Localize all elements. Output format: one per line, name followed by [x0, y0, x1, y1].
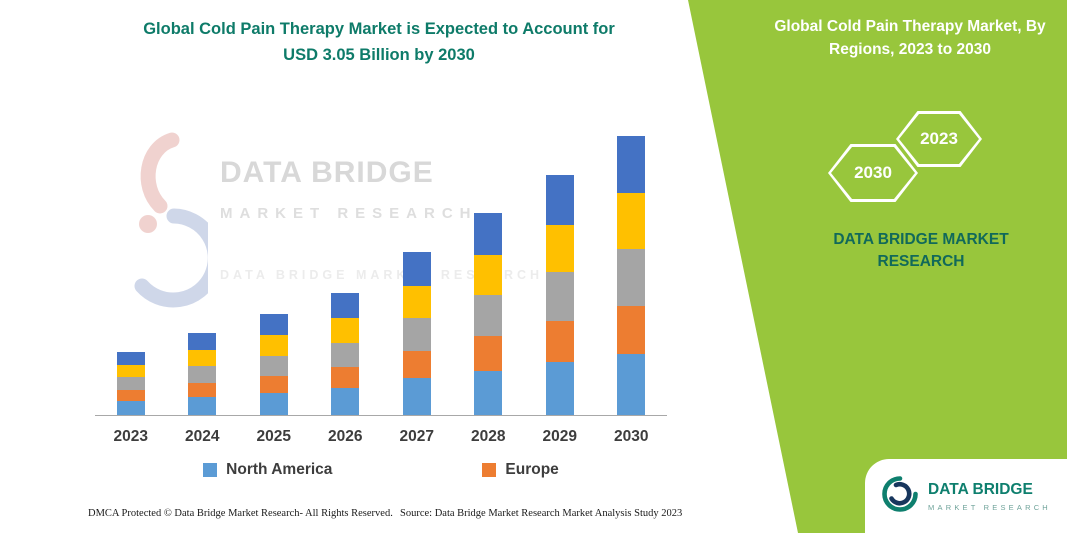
bar-segment-series_3 — [402, 317, 431, 351]
bar-segment-series_4 — [259, 335, 288, 356]
stacked-bar-2024 — [188, 332, 217, 415]
x-tick-2025: 2025 — [256, 428, 291, 445]
x-tick-2023: 2023 — [113, 428, 148, 445]
bar-segment-series_4 — [402, 285, 431, 318]
bar-segment-series_5 — [331, 293, 360, 318]
bar-segment-North America — [259, 393, 288, 415]
x-tick-2029: 2029 — [542, 428, 577, 445]
bar-segment-series_5 — [545, 175, 574, 225]
bar-column-2023 — [95, 122, 167, 415]
bar-segment-North America — [116, 401, 145, 415]
legend-label: North America — [226, 461, 333, 478]
bar-segment-series_5 — [617, 135, 646, 194]
x-tick-2030: 2030 — [614, 428, 649, 445]
watermark: DATA BRIDGE MARKET RESEARCH DATA BRIDGE … — [130, 128, 539, 338]
bar-segment-series_3 — [259, 355, 288, 376]
right-panel-brand-text: DATA BRIDGE MARKET RESEARCH — [833, 231, 1009, 271]
databridge-logo-icon — [881, 475, 919, 518]
x-tick-2027: 2027 — [399, 428, 434, 445]
stacked-bar-chart: 2023 2024 2025 2026 2027 2028 2029 2030 North A… — [95, 122, 667, 479]
hexagon-outline: 2030 — [828, 144, 918, 202]
bar-column-2028 — [453, 122, 525, 415]
bar-segment-series_5 — [116, 351, 145, 365]
right-panel-title: Global Cold Pain Therapy Market, By Regi… — [774, 18, 1046, 59]
bar-column-2026 — [310, 122, 382, 415]
watermark-repeat-text: DATA BRIDGE MARKET RESEARCH — [220, 268, 544, 282]
bar-segment-series_4 — [617, 193, 646, 250]
bar-segment-series_4 — [331, 317, 360, 343]
bar-segment-Europe — [259, 375, 288, 394]
bar-segment-series_4 — [188, 350, 217, 367]
bar-segment-series_4 — [116, 364, 145, 378]
x-tick-2026: 2026 — [328, 428, 363, 445]
legend-swatch — [203, 463, 218, 477]
bar-segment-North America — [474, 371, 503, 415]
hexagon-outline: 2023 — [896, 111, 982, 167]
databridge-logo-card: DATA BRIDGE MARKET RESEARCH — [865, 459, 1067, 533]
legend-item-Europe: Europe — [482, 461, 559, 479]
hexagon-2030: 2030 — [828, 144, 918, 202]
bar-segment-series_5 — [402, 252, 431, 286]
x-tick-2024: 2024 — [185, 428, 220, 445]
watermark-sub-text: MARKET RESEARCH — [220, 205, 478, 222]
bar-segment-North America — [545, 361, 574, 415]
stacked-bar-2026 — [331, 293, 360, 415]
stacked-bar-2027 — [402, 252, 431, 415]
hexagon-2030-label: 2030 — [831, 147, 915, 199]
stacked-bar-2028 — [474, 212, 503, 415]
bar-segment-North America — [188, 396, 217, 415]
bar-segment-Europe — [617, 306, 646, 354]
chart-legend: North America Europe — [95, 461, 667, 479]
chart-plot — [95, 122, 667, 416]
bar-segment-North America — [617, 353, 646, 415]
bar-segment-Europe — [402, 350, 431, 379]
bar-column-2024 — [167, 122, 239, 415]
bar-column-2027 — [381, 122, 453, 415]
logo-sub-text: MARKET RESEARCH — [928, 502, 1051, 512]
legend-item-North America: North America — [203, 461, 332, 479]
bar-segment-Europe — [331, 367, 360, 389]
bar-segment-series_3 — [331, 342, 360, 368]
bar-column-2025 — [238, 122, 310, 415]
bar-segment-Europe — [188, 382, 217, 397]
bar-column-2030 — [596, 122, 668, 415]
bar-segment-series_3 — [116, 377, 145, 391]
x-axis-ticks: 2023 2024 2025 2026 2027 2028 2029 2030 — [95, 428, 667, 446]
bar-segment-Europe — [474, 336, 503, 372]
bar-segment-series_5 — [259, 314, 288, 336]
bar-column-2029 — [524, 122, 596, 415]
hexagon-2023-label: 2023 — [899, 114, 979, 164]
bar-segment-series_4 — [545, 224, 574, 273]
x-tick-2028: 2028 — [471, 428, 506, 445]
stacked-bar-2023 — [116, 351, 145, 415]
chart-title: Global Cold Pain Therapy Market is Expec… — [143, 20, 615, 64]
bar-segment-series_3 — [474, 295, 503, 337]
legend-swatch — [482, 463, 497, 477]
legend-label: Europe — [505, 461, 559, 478]
bar-segment-series_3 — [545, 272, 574, 321]
stacked-bar-2025 — [259, 314, 288, 415]
stacked-bar-2029 — [545, 175, 574, 415]
stacked-bar-2030 — [617, 135, 646, 415]
bar-segment-Europe — [116, 390, 145, 402]
bar-segment-North America — [402, 378, 431, 415]
bar-segment-series_5 — [474, 212, 503, 255]
bar-segment-series_3 — [188, 366, 217, 383]
footer-dmca-text: DMCA Protected © Data Bridge Market Rese… — [88, 508, 393, 519]
footer-source-text: Source: Data Bridge Market Research Mark… — [400, 508, 683, 519]
hexagon-2023: 2023 — [896, 111, 982, 167]
bar-segment-series_5 — [188, 332, 217, 351]
bar-segment-Europe — [545, 320, 574, 362]
watermark-brand-text: DATA BRIDGE — [220, 156, 434, 189]
bar-segment-series_3 — [617, 249, 646, 307]
logo-brand-text: DATA BRIDGE — [928, 480, 1033, 498]
bar-segment-North America — [331, 388, 360, 415]
bar-segment-series_4 — [474, 254, 503, 296]
